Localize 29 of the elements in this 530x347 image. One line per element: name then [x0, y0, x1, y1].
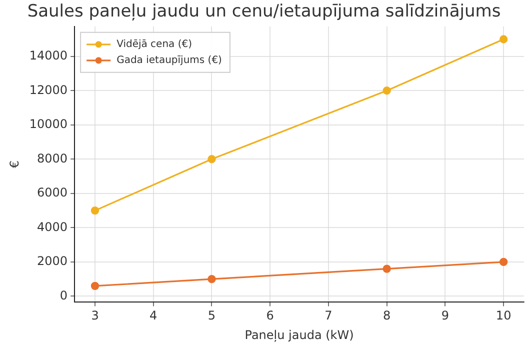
chart-title: Saules paneļu jaudu un cenu/ietaupījuma salīdzinājums	[27, 2, 501, 22]
x-tick-label: 4	[150, 308, 158, 323]
y-tick-label: 0	[60, 288, 68, 302]
y-tick-label: 10000	[29, 117, 68, 132]
y-tick-label: 12000	[29, 82, 68, 97]
x-tick-label: 7	[324, 308, 332, 323]
point	[208, 274, 216, 284]
legend-label: Vidējā cena (€)	[116, 38, 192, 50]
x-axis-title: Paneļu jauda (kW)	[244, 328, 354, 342]
point	[382, 264, 391, 273]
point	[90, 206, 100, 215]
y-axis-title: €	[7, 160, 22, 168]
point	[499, 35, 508, 44]
x-tick-label: 5	[208, 308, 216, 323]
point	[208, 155, 216, 164]
y-tick-label: 14000	[29, 48, 68, 63]
x-tick-label: 8	[383, 308, 391, 323]
y-tick-label: 8000	[37, 151, 68, 166]
point	[499, 258, 508, 266]
point	[90, 282, 100, 290]
point	[382, 86, 391, 95]
x-tick-label: 3	[91, 308, 99, 323]
y-tick-label: 4000	[37, 220, 68, 234]
y-tick-label: 6000	[37, 186, 68, 200]
x-tick-label: 9	[441, 308, 450, 323]
legend-label: Gada ietaupījums (€)	[116, 54, 222, 66]
x-tick-label: 6	[266, 308, 274, 323]
y-tick-label: 2000	[37, 254, 68, 268]
x-tick-label: 10	[496, 308, 512, 323]
